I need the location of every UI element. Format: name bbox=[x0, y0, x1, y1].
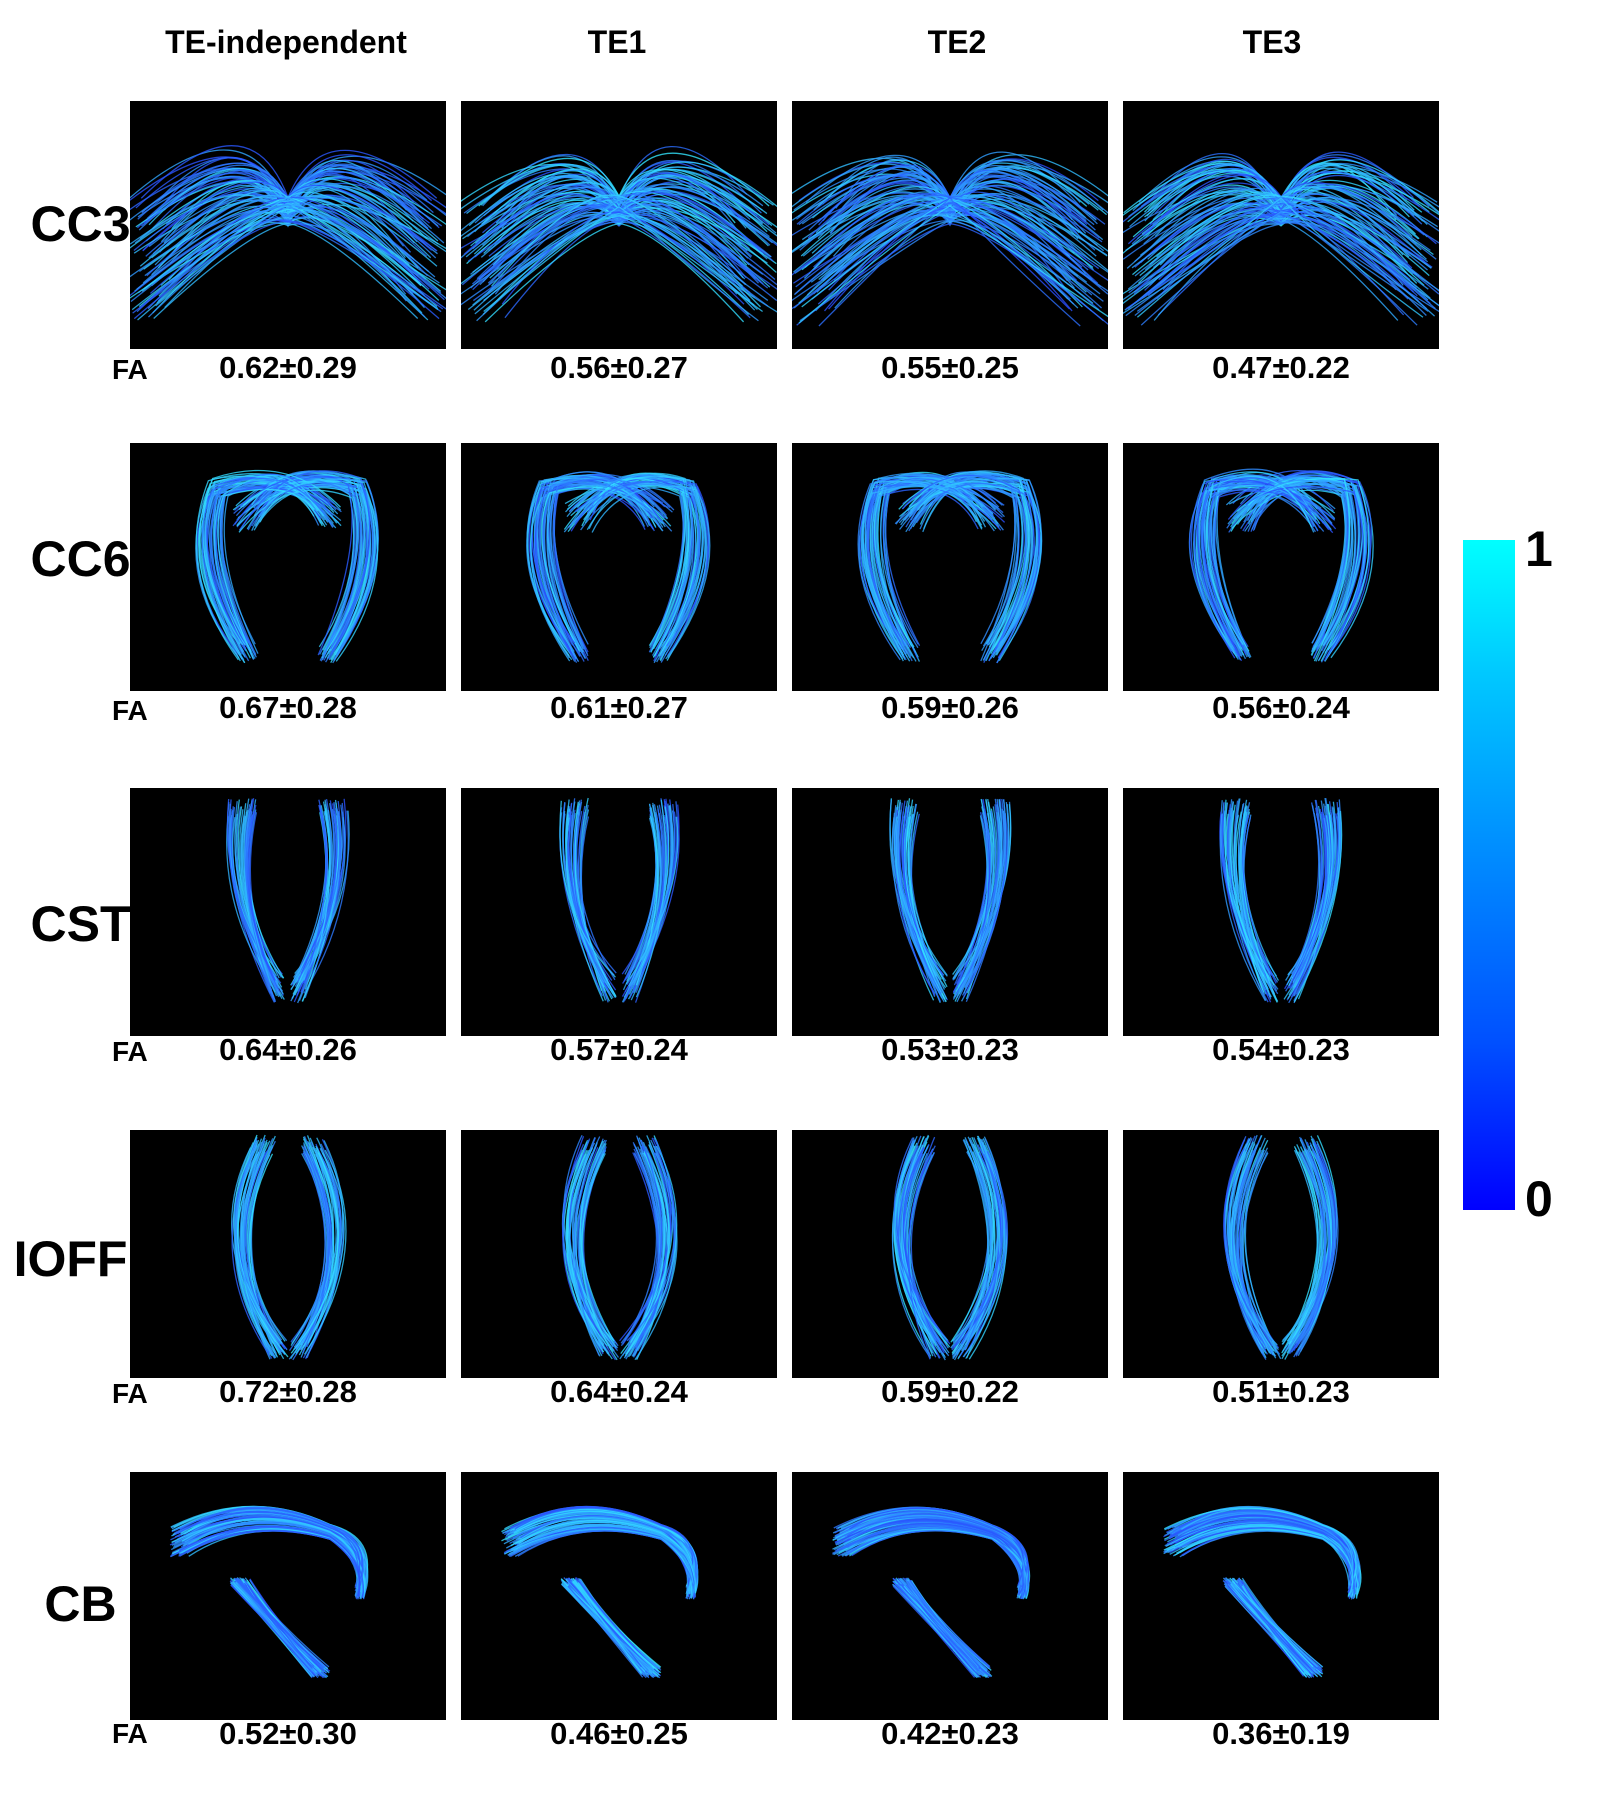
cb-icon bbox=[501, 1505, 699, 1679]
cb-icon bbox=[1163, 1505, 1362, 1679]
tract-panel-cc6-te2 bbox=[792, 443, 1108, 691]
colorbar-max-label: 1 bbox=[1525, 521, 1553, 577]
cc6-icon bbox=[857, 470, 1043, 664]
fa-value: 0.42±0.23 bbox=[881, 1716, 1019, 1751]
tract-panel-cst-te3 bbox=[1123, 788, 1439, 1036]
cc3-icon bbox=[461, 146, 777, 323]
fa-value: 0.47±0.22 bbox=[1212, 350, 1350, 385]
fa-label: FA bbox=[112, 1718, 148, 1749]
tract-panel-cb-te1 bbox=[461, 1472, 777, 1720]
fa-value: 0.36±0.19 bbox=[1212, 1716, 1350, 1751]
tract-panel-cc3-te1 bbox=[461, 101, 777, 349]
cc3-icon bbox=[792, 151, 1108, 327]
row-label-cc3: CC3 bbox=[30, 196, 131, 252]
fa-value: 0.56±0.24 bbox=[1212, 690, 1350, 725]
cc3-icon bbox=[130, 145, 446, 321]
fa-value: 0.54±0.23 bbox=[1212, 1032, 1350, 1067]
column-header-te-independent: TE-independent bbox=[165, 24, 407, 60]
row-label-cb: CB bbox=[44, 1576, 117, 1632]
row-label-ioff: IOFF bbox=[13, 1231, 128, 1287]
tract-panel-cst-te2 bbox=[792, 788, 1108, 1036]
cst-icon bbox=[1219, 797, 1343, 1004]
fa-value: 0.56±0.27 bbox=[550, 350, 688, 385]
fa-label: FA bbox=[112, 354, 148, 385]
tract-panel-cst-te-independent bbox=[130, 788, 446, 1036]
tract-panel-cc6-te-independent bbox=[130, 443, 446, 691]
fa-value: 0.67±0.28 bbox=[219, 690, 357, 725]
fa-value: 0.52±0.30 bbox=[219, 1716, 357, 1751]
colorbar-min-label: 0 bbox=[1525, 1171, 1553, 1227]
fa-label: FA bbox=[112, 1378, 148, 1409]
cc6-icon bbox=[1188, 468, 1374, 663]
column-header-te3: TE3 bbox=[1242, 24, 1302, 60]
tract-panel-cb-te3 bbox=[1123, 1472, 1439, 1720]
tract-panel-cc6-te1 bbox=[461, 443, 777, 691]
row-label-cst: CST bbox=[30, 896, 131, 952]
tract-panel-ioff-te3 bbox=[1123, 1130, 1439, 1378]
tract-panel-cc3-te3 bbox=[1123, 101, 1439, 349]
cst-icon bbox=[226, 798, 350, 1004]
tract-panel-cc3-te-independent bbox=[130, 101, 446, 349]
fa-colorbar bbox=[1463, 540, 1515, 1210]
ioff-icon bbox=[231, 1134, 347, 1361]
fa-value: 0.72±0.28 bbox=[219, 1374, 357, 1409]
tract-panel-cc3-te2 bbox=[792, 101, 1108, 349]
fa-value: 0.61±0.27 bbox=[550, 690, 688, 725]
cst-icon bbox=[889, 798, 1012, 1003]
cb-icon bbox=[832, 1506, 1031, 1679]
fa-value: 0.64±0.24 bbox=[550, 1374, 688, 1409]
row-label-cc6: CC6 bbox=[30, 531, 131, 587]
tract-panel-cc6-te3 bbox=[1123, 443, 1439, 691]
cc3-icon bbox=[1123, 151, 1439, 326]
cc6-icon bbox=[195, 469, 379, 664]
fa-value: 0.59±0.26 bbox=[881, 690, 1019, 725]
column-header-te2: TE2 bbox=[927, 24, 987, 60]
tract-panel-ioff-te1 bbox=[461, 1130, 777, 1378]
fa-value: 0.55±0.25 bbox=[881, 350, 1019, 385]
ioff-icon bbox=[561, 1134, 678, 1361]
fa-value: 0.53±0.23 bbox=[881, 1032, 1019, 1067]
fa-value: 0.64±0.26 bbox=[219, 1032, 357, 1067]
ioff-icon bbox=[891, 1134, 1009, 1361]
tract-panel-cst-te1 bbox=[461, 788, 777, 1036]
column-header-te1: TE1 bbox=[587, 24, 647, 60]
cb-icon bbox=[169, 1505, 369, 1679]
fa-label: FA bbox=[112, 695, 148, 726]
fa-value: 0.62±0.29 bbox=[219, 350, 357, 385]
fa-value: 0.51±0.23 bbox=[1212, 1374, 1350, 1409]
fa-value: 0.57±0.24 bbox=[550, 1032, 688, 1067]
fa-value: 0.59±0.22 bbox=[881, 1374, 1019, 1409]
tract-panel-ioff-te-independent bbox=[130, 1130, 446, 1378]
tract-panel-cb-te-independent bbox=[130, 1472, 446, 1720]
fa-value: 0.46±0.25 bbox=[550, 1716, 688, 1751]
cst-icon bbox=[559, 797, 680, 1003]
fa-label: FA bbox=[112, 1036, 148, 1067]
tract-panel-ioff-te2 bbox=[792, 1130, 1108, 1378]
cc6-icon bbox=[526, 471, 711, 664]
tract-panel-cb-te2 bbox=[792, 1472, 1108, 1720]
ioff-icon bbox=[1223, 1134, 1339, 1361]
